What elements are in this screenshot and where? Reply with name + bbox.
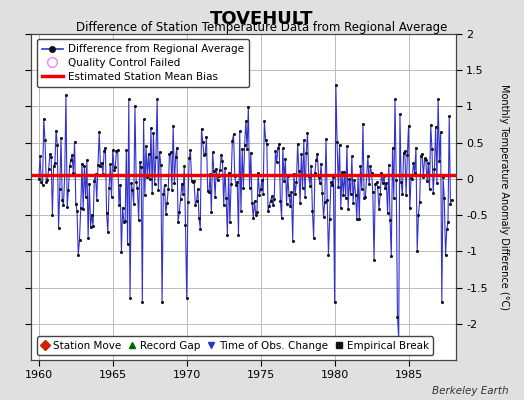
Text: TOVEHULT: TOVEHULT — [210, 10, 314, 28]
Legend: Station Move, Record Gap, Time of Obs. Change, Empirical Break: Station Move, Record Gap, Time of Obs. C… — [37, 336, 433, 355]
Text: Difference of Station Temperature Data from Regional Average: Difference of Station Temperature Data f… — [77, 21, 447, 34]
Text: Berkeley Earth: Berkeley Earth — [432, 386, 508, 396]
Y-axis label: Monthly Temperature Anomaly Difference (°C): Monthly Temperature Anomaly Difference (… — [499, 84, 509, 310]
